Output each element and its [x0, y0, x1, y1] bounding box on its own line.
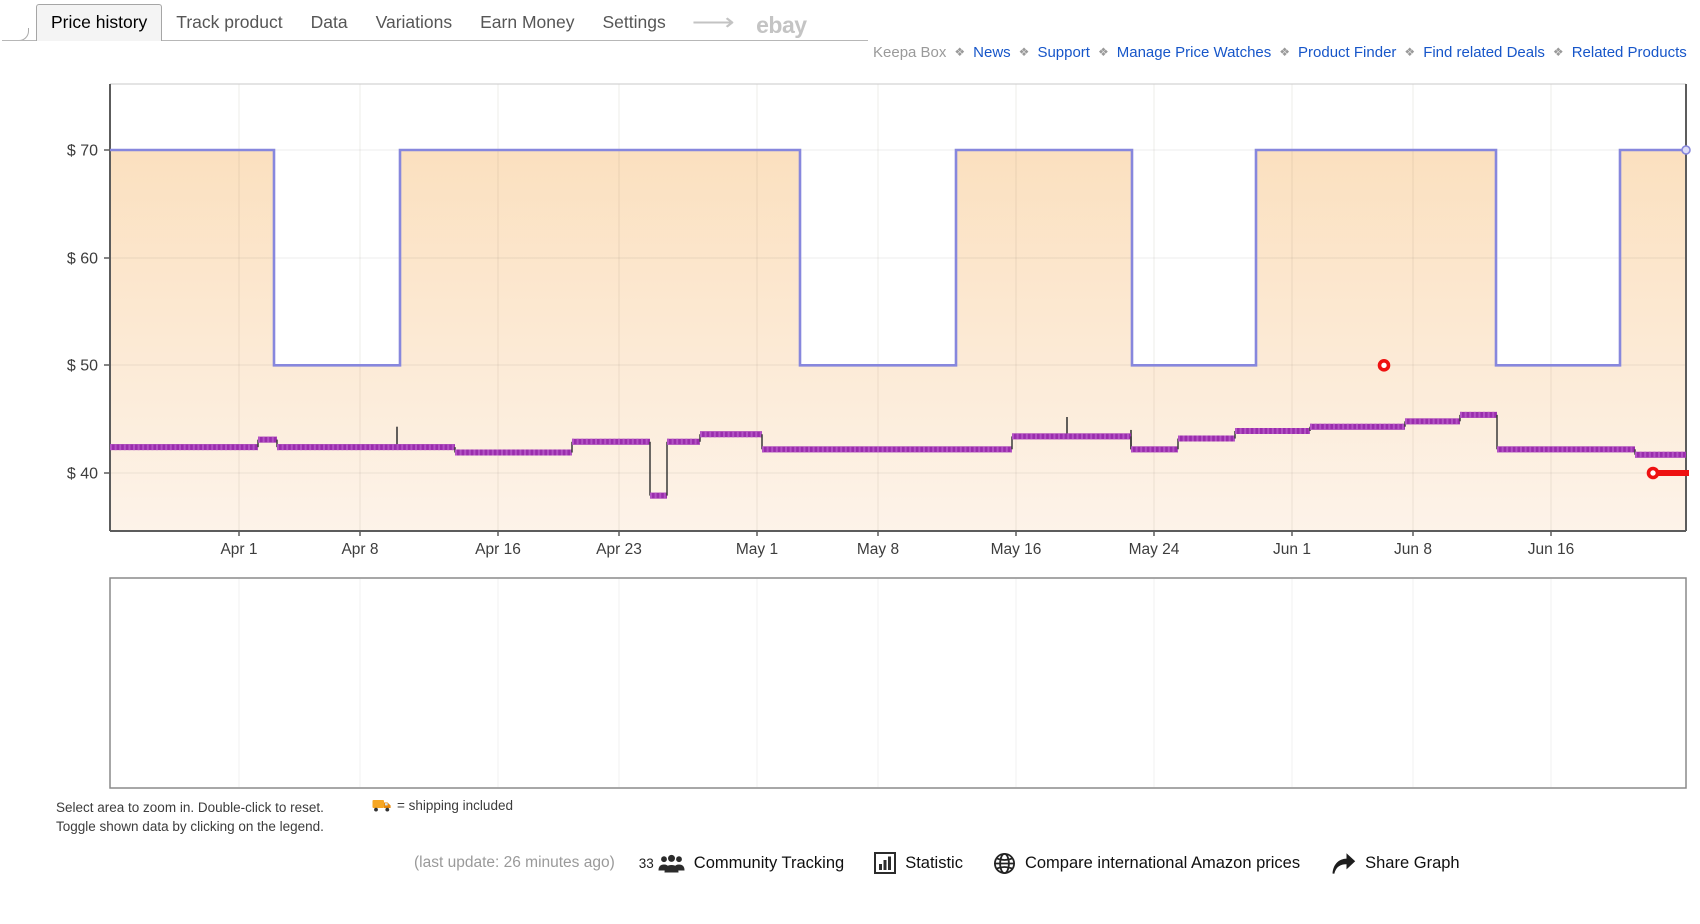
footer-action-label: Statistic: [905, 853, 963, 872]
x-axis-label: May 8: [857, 541, 899, 558]
arrow-right-icon: ⟶: [691, 9, 735, 36]
diamond-separator-icon: ❖: [954, 45, 966, 59]
diamond-separator-icon: ❖: [1279, 45, 1291, 59]
link-support[interactable]: Support: [1037, 44, 1090, 61]
tabs: Price history Track product Data Variations…: [36, 4, 807, 41]
x-axis-label: Apr 16: [475, 541, 521, 558]
last-update-label: (last update: 26 minutes ago): [414, 854, 615, 871]
x-axis-label: Apr 8: [341, 541, 378, 558]
hint-zoom: Select area to zoom in. Double-click to …: [56, 800, 324, 815]
truck-icon: [372, 798, 392, 813]
keepa-box-label: Keepa Box: [873, 44, 947, 61]
link-find-related-deals[interactable]: Find related Deals: [1423, 44, 1545, 61]
tab-settings[interactable]: Settings: [602, 12, 666, 32]
x-axis-label: Jun 16: [1528, 541, 1575, 558]
diamond-separator-icon: ❖: [1097, 45, 1109, 59]
x-axis-label: Jun 1: [1273, 541, 1311, 558]
x-axis-label: Apr 23: [596, 541, 642, 558]
chart-hints: Select area to zoom in. Double-click to …: [56, 798, 324, 836]
price-history-chart[interactable]: $ 70 $ 60 $ 50 $ 40 Apr 1 Apr 8 Apr 16 Apr 23 Ma…: [0, 0, 1700, 800]
tab-variations[interactable]: Variations: [375, 12, 453, 32]
shipping-note: = shipping included: [372, 798, 513, 813]
diamond-separator-icon: ❖: [1018, 45, 1030, 59]
footer-action-label: Community Tracking: [693, 853, 845, 872]
footer-action-community-tracking[interactable]: Community Tracking: [658, 854, 844, 873]
red-price-marker: [1377, 359, 1391, 372]
tab-bar-baseline: [2, 40, 868, 41]
tab-data[interactable]: Data: [310, 12, 348, 32]
keepa-links-row: Keepa Box ❖ News ❖ Support ❖ Manage Price Watc…: [873, 42, 1687, 64]
footer-action-compare-international-amazon-prices[interactable]: Compare international Amazon prices: [993, 852, 1300, 875]
tracking-count: 33: [638, 855, 654, 871]
red-price-marker: [1646, 466, 1660, 480]
footer-action-label: Compare international Amazon prices: [1024, 853, 1301, 872]
link-news[interactable]: News: [973, 44, 1011, 61]
link-manage-price-watches[interactable]: Manage Price Watches: [1116, 44, 1272, 61]
link-product-finder[interactable]: Product Finder: [1298, 44, 1397, 61]
blue-line-end-marker: [1681, 145, 1691, 155]
y-axis-label: $ 70: [67, 143, 98, 160]
tab-bar: Price history Track product Data Variations…: [0, 4, 1700, 42]
hint-legend: Toggle shown data by clicking on the leg…: [56, 819, 324, 834]
tab-price-history[interactable]: Price history: [36, 4, 163, 41]
y-axis-label: $ 40: [67, 466, 98, 483]
y-axis-label: $ 50: [67, 358, 98, 375]
x-axis-label: May 16: [991, 541, 1042, 558]
people-icon: [658, 854, 685, 873]
diamond-separator-icon: ❖: [1552, 45, 1564, 59]
blue-area-fill: [110, 150, 1686, 531]
footer-action-label: Share Graph: [1365, 853, 1460, 872]
footer-action-share-graph[interactable]: Share Graph: [1330, 852, 1460, 875]
tab-earn-money[interactable]: Earn Money: [480, 12, 575, 32]
tab-track-product[interactable]: Track product: [176, 12, 283, 32]
x-axis-label: Jun 8: [1394, 541, 1432, 558]
subchart-panel[interactable]: [109, 577, 1687, 789]
share-arrow-icon: [1330, 852, 1356, 875]
x-axis-label: Apr 1: [220, 541, 257, 558]
diamond-separator-icon: ❖: [1404, 45, 1416, 59]
footer-bar: (last update: 26 minutes ago) 33 Communi…: [414, 846, 1460, 880]
x-axis-label: May 1: [736, 541, 778, 558]
blue-price-line: [110, 148, 1686, 367]
shipping-note-label: = shipping included: [397, 798, 513, 813]
footer-action-statistic[interactable]: Statistic: [874, 852, 963, 874]
ebay-logo[interactable]: ebay: [756, 12, 807, 38]
globe-icon: [993, 852, 1016, 875]
bar-chart-icon: [874, 852, 897, 874]
link-related-products[interactable]: Related Products: [1571, 44, 1687, 61]
y-axis-label: $ 60: [67, 251, 98, 268]
x-axis-label: May 24: [1129, 541, 1180, 558]
